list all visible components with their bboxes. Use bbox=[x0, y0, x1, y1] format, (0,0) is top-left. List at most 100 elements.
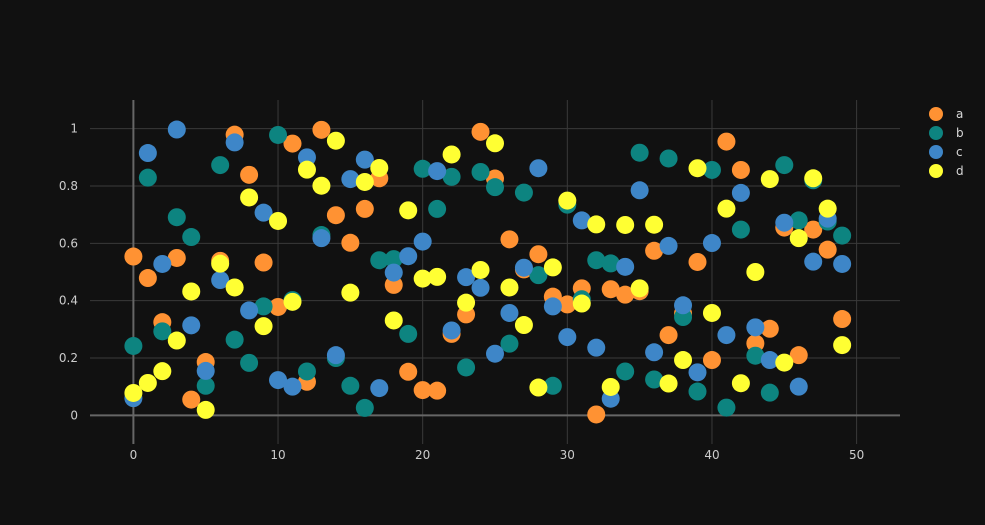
point-d[interactable] bbox=[457, 293, 476, 312]
legend-item-d[interactable]: d bbox=[929, 164, 964, 178]
point-d[interactable] bbox=[731, 374, 750, 393]
point-c[interactable] bbox=[211, 271, 230, 290]
point-c[interactable] bbox=[789, 377, 808, 396]
point-b[interactable] bbox=[442, 167, 461, 186]
point-c[interactable] bbox=[196, 361, 215, 380]
point-b[interactable] bbox=[153, 322, 172, 341]
point-c[interactable] bbox=[471, 278, 490, 297]
point-d[interactable] bbox=[558, 191, 577, 210]
point-b[interactable] bbox=[500, 334, 519, 353]
point-a[interactable] bbox=[702, 351, 721, 370]
point-c[interactable] bbox=[326, 346, 345, 365]
point-a[interactable] bbox=[167, 248, 186, 267]
point-d[interactable] bbox=[399, 201, 418, 220]
point-d[interactable] bbox=[688, 159, 707, 178]
point-d[interactable] bbox=[486, 134, 504, 153]
point-c[interactable] bbox=[630, 181, 649, 200]
point-b[interactable] bbox=[688, 382, 707, 401]
point-b[interactable] bbox=[543, 376, 562, 395]
point-d[interactable] bbox=[283, 292, 302, 311]
point-a[interactable] bbox=[529, 245, 548, 264]
point-d[interactable] bbox=[225, 278, 244, 297]
point-b[interactable] bbox=[457, 358, 476, 377]
point-c[interactable] bbox=[833, 254, 852, 273]
point-a[interactable] bbox=[399, 362, 418, 381]
point-d[interactable] bbox=[370, 158, 389, 177]
point-a[interactable] bbox=[659, 326, 678, 345]
point-b[interactable] bbox=[254, 297, 273, 316]
point-c[interactable] bbox=[182, 316, 201, 335]
point-b[interactable] bbox=[789, 211, 808, 230]
point-d[interactable] bbox=[717, 199, 736, 218]
point-a[interactable] bbox=[413, 381, 432, 400]
point-a[interactable] bbox=[428, 381, 447, 400]
point-b[interactable] bbox=[196, 376, 215, 395]
point-c[interactable] bbox=[167, 120, 186, 139]
point-d[interactable] bbox=[312, 176, 331, 195]
point-c[interactable] bbox=[283, 377, 302, 396]
point-b[interactable] bbox=[702, 160, 721, 179]
point-c[interactable] bbox=[254, 203, 273, 222]
point-a[interactable] bbox=[789, 346, 808, 365]
point-b[interactable] bbox=[471, 162, 490, 181]
point-a[interactable] bbox=[587, 405, 606, 424]
point-d[interactable] bbox=[341, 283, 360, 302]
point-c[interactable] bbox=[717, 326, 736, 345]
point-c[interactable] bbox=[355, 150, 374, 169]
point-d[interactable] bbox=[428, 267, 447, 286]
point-d[interactable] bbox=[182, 282, 201, 301]
point-c[interactable] bbox=[500, 303, 519, 322]
legend-item-a[interactable]: a bbox=[929, 107, 963, 121]
point-b[interactable] bbox=[428, 199, 447, 218]
point-c[interactable] bbox=[731, 183, 750, 202]
legend-item-c[interactable]: c bbox=[929, 145, 963, 159]
point-a[interactable] bbox=[601, 280, 620, 299]
point-c[interactable] bbox=[587, 338, 606, 357]
point-d[interactable] bbox=[500, 278, 519, 297]
point-a[interactable] bbox=[240, 165, 259, 184]
point-c[interactable] bbox=[413, 232, 432, 251]
point-c[interactable] bbox=[659, 236, 678, 255]
point-c[interactable] bbox=[760, 351, 779, 370]
point-a[interactable] bbox=[833, 310, 852, 329]
point-d[interactable] bbox=[833, 336, 852, 355]
point-b[interactable] bbox=[138, 168, 157, 187]
point-d[interactable] bbox=[543, 258, 562, 277]
point-d[interactable] bbox=[326, 131, 345, 150]
point-a[interactable] bbox=[760, 319, 779, 338]
point-d[interactable] bbox=[153, 362, 172, 381]
point-c[interactable] bbox=[399, 247, 418, 266]
point-d[interactable] bbox=[760, 170, 779, 189]
point-c[interactable] bbox=[572, 211, 591, 230]
point-d[interactable] bbox=[775, 353, 794, 372]
point-a[interactable] bbox=[818, 240, 837, 259]
point-c[interactable] bbox=[457, 268, 476, 287]
point-b[interactable] bbox=[124, 336, 143, 355]
point-c[interactable] bbox=[225, 133, 244, 152]
point-b[interactable] bbox=[659, 149, 678, 168]
point-d[interactable] bbox=[789, 229, 808, 248]
point-a[interactable] bbox=[746, 334, 765, 353]
point-d[interactable] bbox=[124, 383, 143, 402]
point-a[interactable] bbox=[124, 247, 143, 266]
point-c[interactable] bbox=[746, 318, 765, 337]
point-b[interactable] bbox=[529, 266, 548, 285]
point-b[interactable] bbox=[240, 353, 259, 372]
point-a[interactable] bbox=[731, 160, 750, 179]
point-a[interactable] bbox=[616, 285, 635, 304]
point-a[interactable] bbox=[283, 134, 302, 153]
point-b[interactable] bbox=[384, 250, 403, 269]
point-d[interactable] bbox=[702, 303, 721, 322]
point-d[interactable] bbox=[471, 260, 490, 279]
point-b[interactable] bbox=[370, 251, 389, 270]
point-c[interactable] bbox=[688, 363, 707, 382]
point-c[interactable] bbox=[240, 301, 259, 320]
point-d[interactable] bbox=[616, 215, 635, 234]
point-c[interactable] bbox=[297, 148, 316, 167]
point-c[interactable] bbox=[514, 258, 533, 277]
point-a[interactable] bbox=[804, 220, 823, 239]
point-d[interactable] bbox=[659, 374, 678, 393]
point-a[interactable] bbox=[312, 120, 331, 139]
point-b[interactable] bbox=[731, 220, 750, 239]
point-b[interactable] bbox=[211, 156, 230, 175]
